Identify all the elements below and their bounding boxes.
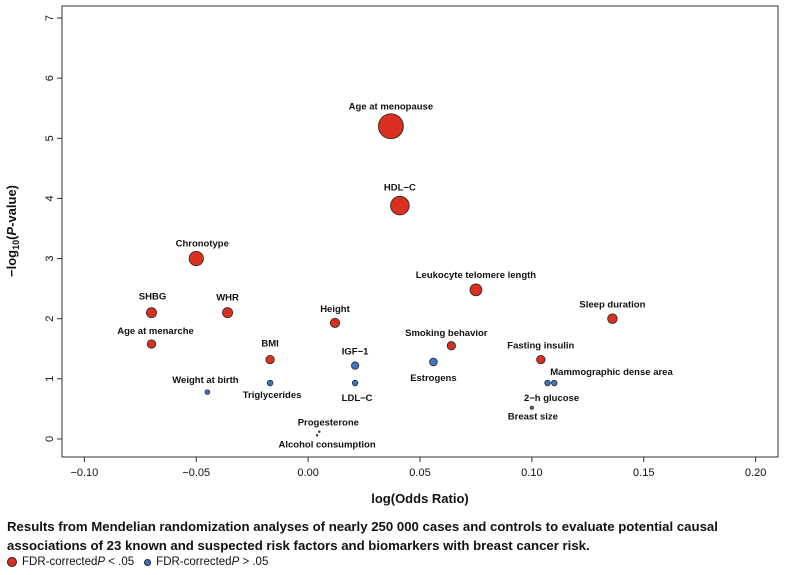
y-tick-label: 2 [44, 316, 56, 322]
data-point [607, 313, 618, 324]
x-tick-label: 0.00 [297, 467, 318, 479]
y-axis-title-part: ( [4, 235, 19, 240]
red-dot-icon [7, 557, 17, 567]
data-point [351, 361, 360, 370]
point-label: LDL−C [342, 393, 373, 404]
data-point [146, 307, 157, 319]
point-label: 2−h glucose [524, 393, 579, 404]
scatter-chart: −0.10 −0.05 0.00 0.05 0.10 0.15 0.20 01234567 … [4, 5, 779, 506]
point-label: SHBG [139, 292, 166, 303]
y-tick-label: 3 [44, 255, 56, 261]
data-point [390, 195, 410, 216]
data-point [378, 113, 404, 140]
data-point [266, 379, 274, 387]
data-point [351, 379, 359, 387]
point-label: Estrogens [410, 373, 456, 384]
y-tick-label: 4 [44, 195, 56, 201]
data-point [429, 357, 438, 367]
point-label: Leukocyte telomere length [416, 270, 537, 281]
data-point [265, 354, 275, 365]
point-label: Smoking behavior [405, 328, 488, 339]
point-label: Triglycerides [243, 390, 302, 401]
legend-item-nonsignificant: FDR-corrected P > .05 [144, 556, 268, 568]
x-axis: −0.10 −0.05 0.00 0.05 0.10 0.15 0.20 [70, 457, 766, 479]
point-label: Alcohol consumption [279, 439, 376, 450]
point-label: Mammographic dense area [550, 367, 673, 378]
legend-label-suffix: < .05 [105, 556, 135, 568]
x-axis-title: log(Odds Ratio) [371, 491, 469, 506]
y-tick-label: 7 [44, 15, 56, 21]
y-axis-title-part: −log [4, 250, 19, 277]
y-tick-label: 6 [44, 75, 56, 81]
x-tick-label: 0.15 [633, 467, 654, 479]
point-label: Chronotype [176, 239, 229, 250]
point-label: Weight at birth [172, 375, 239, 386]
x-tick-label: −0.10 [70, 467, 98, 479]
data-point [544, 379, 551, 387]
data-point [446, 341, 456, 351]
point-label: WHR [216, 293, 239, 304]
point-label: BMI [261, 339, 278, 350]
data-point [536, 354, 546, 365]
x-tick-label: 0.05 [409, 467, 430, 479]
point-label: Breast size [508, 412, 558, 423]
data-point [551, 379, 558, 387]
legend: FDR-corrected P < .05 FDR-corrected P > … [7, 556, 278, 568]
data-point [469, 283, 483, 297]
y-axis: 0 1 2 3 4 5 6 7 [44, 15, 62, 442]
point-labels: Age at menopause HDL−C Chronotype Leukocyte… [117, 101, 673, 450]
data-point [315, 434, 319, 437]
legend-label-italic: P [231, 556, 240, 568]
legend-label-italic: P [97, 556, 106, 568]
point-label: IGF−1 [342, 347, 369, 358]
data-point [529, 405, 534, 410]
data-points [146, 113, 618, 437]
legend-label-prefix: FDR-corrected [156, 556, 232, 568]
y-axis-title: −log10(P-value) [4, 185, 21, 277]
x-tick-label: −0.05 [182, 467, 210, 479]
legend-label-prefix: FDR-corrected [22, 556, 98, 568]
data-point [329, 317, 341, 328]
data-point [146, 339, 157, 349]
point-label: Age at menarche [117, 326, 194, 337]
point-label: Height [320, 304, 350, 315]
y-axis-title-part: -value) [4, 185, 19, 227]
y-tick-label: 1 [44, 376, 56, 382]
x-tick-label: 0.10 [521, 467, 542, 479]
legend-item-significant: FDR-corrected P < .05 [7, 556, 134, 568]
legend-label-suffix: > .05 [239, 556, 269, 568]
y-tick-label: 5 [44, 135, 56, 141]
y-axis-title-italic: P [4, 227, 19, 236]
point-label: HDL−C [384, 183, 416, 194]
point-label: Age at menopause [349, 101, 433, 112]
data-point [188, 250, 204, 267]
y-axis-title-subscript: 10 [11, 240, 21, 250]
y-tick-label: 0 [44, 436, 56, 442]
point-label: Progesterone [298, 418, 359, 429]
data-point [222, 307, 234, 319]
data-point [318, 430, 321, 433]
point-label: Fasting insulin [507, 341, 574, 352]
plot-frame [61, 5, 779, 458]
figure-caption: Results from Mendelian randomization ana… [7, 519, 718, 553]
point-label: Sleep duration [579, 300, 645, 311]
blue-dot-icon [144, 558, 152, 566]
x-tick-label: 0.20 [745, 467, 766, 479]
data-point [204, 389, 211, 395]
